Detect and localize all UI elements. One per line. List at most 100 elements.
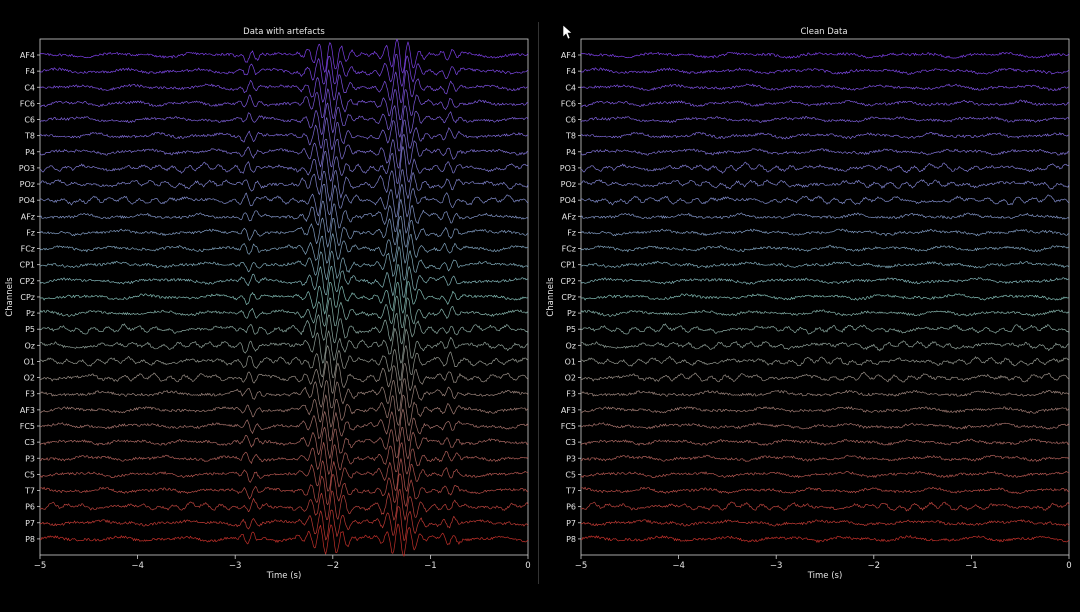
channel-trace-FC6 [39, 88, 529, 120]
channel-label: T8 [24, 132, 35, 141]
channel-label: P6 [566, 503, 576, 512]
channel-label: FC5 [561, 422, 576, 431]
channel-label: O2 [24, 374, 35, 383]
channel-label: O1 [565, 357, 576, 366]
channel-trace-P3 [580, 454, 1070, 462]
channel-trace-CPz [580, 293, 1070, 301]
channel-label: P4 [25, 148, 35, 157]
channel-label: Fz [567, 228, 576, 237]
channel-label: C6 [24, 116, 35, 125]
channel-trace-Oz [39, 327, 529, 364]
channel-label: P7 [25, 519, 35, 528]
channel-trace-C4 [580, 83, 1070, 91]
channel-label: T7 [24, 487, 35, 496]
channel-trace-F4 [580, 67, 1070, 75]
channel-trace-FCz [580, 244, 1070, 253]
channel-trace-O2 [39, 360, 529, 395]
x-tick-label: −4 [131, 561, 144, 571]
channel-trace-POz [39, 169, 529, 202]
channel-trace-Oz [580, 340, 1070, 352]
channel-label: POz [20, 180, 35, 189]
channel-trace-P7 [39, 506, 529, 541]
y-axis-label: Channels [546, 277, 556, 317]
channel-trace-PO4 [39, 183, 529, 218]
channel-label: F4 [25, 67, 35, 76]
channel-trace-P5 [580, 323, 1070, 335]
channel-label: P4 [566, 148, 576, 157]
channel-trace-FC6 [580, 99, 1070, 108]
channel-trace-C6 [580, 116, 1070, 123]
channel-label: P7 [566, 519, 576, 528]
channel-label: T8 [565, 132, 576, 141]
channel-label: PO3 [560, 164, 576, 173]
channel-trace-AF4 [39, 38, 529, 74]
x-tick-label: −1 [965, 561, 978, 571]
y-axis-label: Channels [5, 277, 15, 317]
channel-label: Pz [567, 309, 576, 318]
x-tick-label: −1 [424, 561, 437, 571]
channel-trace-C5 [39, 458, 529, 492]
channel-label: Fz [26, 228, 35, 237]
channel-label: AFz [562, 212, 576, 221]
panel-clean-data: Clean Data −5 −4 −3 −2 −1 0 Time (s) Channels AF4… [546, 27, 1072, 581]
channel-label: C3 [24, 438, 35, 447]
channel-trace-O2 [580, 371, 1070, 383]
x-tick-label: 0 [525, 561, 530, 571]
channel-label: PO3 [19, 164, 35, 173]
channel-trace-PO3 [580, 161, 1070, 174]
channel-trace-T8 [580, 131, 1070, 140]
channel-trace-F4 [39, 54, 529, 87]
channel-trace-AFz [39, 198, 529, 234]
x-axis-label: Time (s) [266, 571, 302, 581]
channel-label: C5 [24, 470, 35, 479]
channel-label: FC6 [20, 99, 35, 108]
channel-label: P6 [25, 503, 35, 512]
x-tick-label: 0 [1066, 561, 1071, 571]
channel-label: C4 [24, 83, 35, 92]
channel-label: P5 [25, 325, 35, 334]
channel-trace-P5 [39, 312, 529, 345]
channel-label: CP2 [20, 277, 36, 286]
channel-label: Oz [566, 341, 577, 350]
channel-label: CP1 [20, 261, 36, 270]
channel-trace-FCz [39, 228, 529, 264]
channel-label: AF3 [20, 406, 35, 415]
channel-trace-P3 [39, 442, 529, 475]
channel-trace-C3 [39, 426, 529, 460]
channel-label: PO4 [19, 196, 35, 205]
channel-label: CP1 [561, 261, 577, 270]
channel-trace-P6 [39, 488, 529, 521]
mouse-pointer-icon [563, 25, 573, 39]
x-tick-label: −5 [575, 561, 588, 571]
channel-trace-P7 [580, 519, 1070, 527]
x-axis-label: Time (s) [807, 571, 843, 581]
channel-trace-Pz [39, 295, 529, 328]
channel-trace-C3 [580, 438, 1070, 446]
channel-trace-P8 [580, 535, 1070, 543]
channel-label: FCz [562, 245, 576, 254]
channel-label: PO4 [560, 196, 576, 205]
channel-trace-Fz [39, 215, 529, 248]
channel-trace-P4 [39, 134, 529, 169]
channel-label: F3 [566, 390, 576, 399]
channel-trace-C4 [39, 69, 529, 103]
channel-label: C3 [565, 438, 576, 447]
channel-label: P5 [566, 325, 576, 334]
channel-trace-CP2 [580, 277, 1070, 285]
channel-trace-T7 [580, 486, 1070, 494]
channel-trace-O1 [580, 356, 1070, 367]
chart-title: Data with artefacts [243, 27, 325, 37]
channel-label: O2 [565, 374, 576, 383]
channel-trace-AFz [580, 212, 1070, 220]
x-tick-label: −2 [868, 561, 881, 571]
x-tick-label: −3 [770, 561, 783, 571]
channel-label: F4 [566, 67, 576, 76]
channel-label: T7 [565, 487, 576, 496]
channel-trace-CP2 [39, 263, 529, 298]
x-tick-label: −5 [34, 561, 47, 571]
channel-label: O1 [24, 357, 35, 366]
channel-label: P8 [25, 535, 35, 544]
channel-trace-CP1 [580, 260, 1070, 269]
channel-trace-FC5 [39, 408, 529, 442]
chart-title: Clean Data [800, 27, 847, 37]
